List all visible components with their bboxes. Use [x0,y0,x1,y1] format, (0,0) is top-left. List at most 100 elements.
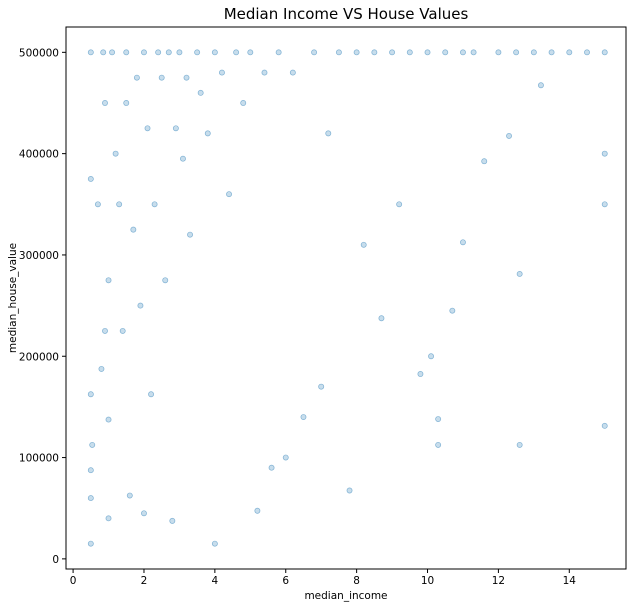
data-point [335,49,342,56]
data-point [187,231,193,238]
data-point [325,130,332,137]
data-point [183,74,190,81]
x-tick-label: 6 [282,575,289,587]
data-point [389,49,396,56]
data-point [130,226,137,233]
data-point [176,49,183,56]
data-point [87,391,94,398]
data-point [116,201,123,208]
x-tick-label: 8 [353,575,360,587]
points-layer [87,49,608,547]
data-point [311,49,318,56]
y-tick-label: 0 [52,554,59,566]
data-point [137,302,144,309]
data-point [226,191,232,198]
data-point [516,441,523,448]
data-point [318,383,325,390]
data-point [100,49,107,56]
plot-frame [65,26,627,570]
data-point [417,371,424,377]
data-point [172,125,179,132]
data-point [424,49,431,56]
data-point [346,487,353,494]
data-point [197,89,204,96]
data-point [169,517,176,524]
data-point [112,150,119,157]
data-point [204,130,211,137]
data-point [155,49,162,56]
data-point [165,49,172,56]
data-point [87,176,94,182]
data-point [353,49,360,56]
y-tick-label: 200000 [19,351,59,363]
data-point [601,150,608,157]
ticks-layer: 0 2 4 6 8 10 12 14 0 100000 200000 300000 400000 5000… [19,47,576,587]
data-point [406,49,413,56]
y-axis-label: median_house_value [7,243,19,353]
data-point [530,49,537,56]
data-point [261,69,268,76]
data-point [105,277,112,284]
data-point [396,201,403,208]
data-point [371,49,378,56]
data-point [102,327,108,334]
data-point [449,307,456,314]
data-point [211,540,218,547]
x-tick-label: 2 [141,575,148,587]
data-point [435,441,442,448]
data-point [247,49,254,56]
data-point [218,69,225,76]
data-point [144,125,151,132]
data-point [513,49,520,56]
y-tick-label: 500000 [19,47,59,59]
y-tick-label: 300000 [19,250,59,262]
data-point [300,414,307,420]
data-point [87,467,94,474]
data-point [240,100,247,106]
data-point [601,422,608,429]
data-point [584,49,590,56]
data-point [360,241,367,248]
data-point [506,132,512,139]
data-point [119,327,126,334]
data-point [105,416,112,423]
x-tick-label: 14 [563,575,577,587]
data-point [516,270,523,277]
data-point [282,454,289,461]
data-point [548,49,555,56]
data-point [495,49,502,56]
data-point [254,507,261,514]
data-point [102,100,108,106]
data-point [481,158,488,165]
data-point [141,510,147,517]
data-point [141,49,147,56]
data-point [289,69,296,76]
data-point [601,201,608,208]
data-point [105,515,112,522]
x-axis-label: median_income [304,590,387,602]
data-point [470,49,477,56]
x-tick-label: 4 [212,575,219,587]
data-point [460,49,466,56]
data-point [133,74,140,81]
data-point [180,155,186,162]
data-point [148,391,155,398]
data-point [109,49,116,56]
data-point [460,239,466,246]
data-point [87,540,94,547]
x-tick-label: 10 [421,575,434,587]
chart-title: Median Income VS House Values [224,5,469,23]
y-tick-label: 100000 [19,453,59,465]
data-point [87,495,94,502]
x-tick-label: 0 [70,575,77,587]
data-point [601,49,608,56]
data-point [98,365,105,372]
data-point [435,416,442,423]
data-point [442,49,449,56]
data-point [162,277,169,284]
data-point [211,49,218,56]
data-point [233,49,240,56]
data-point [89,441,96,448]
